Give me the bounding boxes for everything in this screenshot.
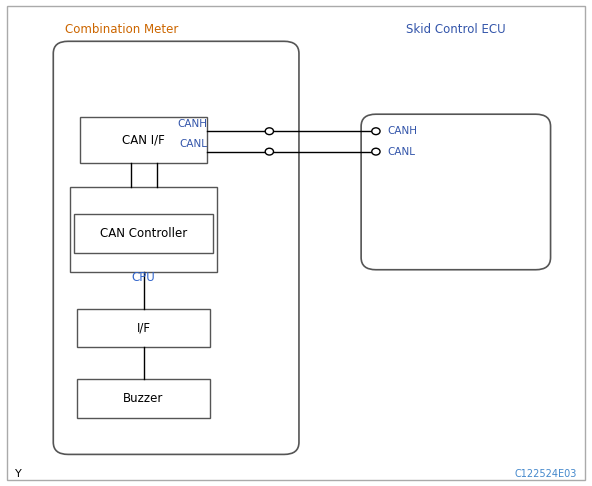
Bar <box>80 117 207 163</box>
Text: Buzzer: Buzzer <box>123 392 164 405</box>
Circle shape <box>265 148 274 155</box>
FancyBboxPatch shape <box>361 114 551 270</box>
Bar <box>77 309 210 347</box>
Text: Y: Y <box>15 469 21 479</box>
Text: CAN I/F: CAN I/F <box>122 133 165 146</box>
Text: CAN Controller: CAN Controller <box>100 227 187 240</box>
Text: CANH: CANH <box>388 126 418 136</box>
Circle shape <box>372 128 380 135</box>
Bar <box>74 214 213 253</box>
Circle shape <box>265 128 274 135</box>
Text: CANH: CANH <box>177 119 207 129</box>
Text: Skid Control ECU: Skid Control ECU <box>406 23 506 36</box>
Circle shape <box>372 148 380 155</box>
FancyBboxPatch shape <box>53 41 299 454</box>
Text: C122524E03: C122524E03 <box>515 469 577 479</box>
Text: CPU: CPU <box>131 271 155 283</box>
Text: I/F: I/F <box>137 322 150 334</box>
Text: CANL: CANL <box>388 147 416 156</box>
FancyBboxPatch shape <box>7 6 585 480</box>
Bar <box>77 379 210 418</box>
Text: CANL: CANL <box>179 139 207 149</box>
Bar <box>70 187 217 272</box>
Text: Combination Meter: Combination Meter <box>65 23 178 36</box>
